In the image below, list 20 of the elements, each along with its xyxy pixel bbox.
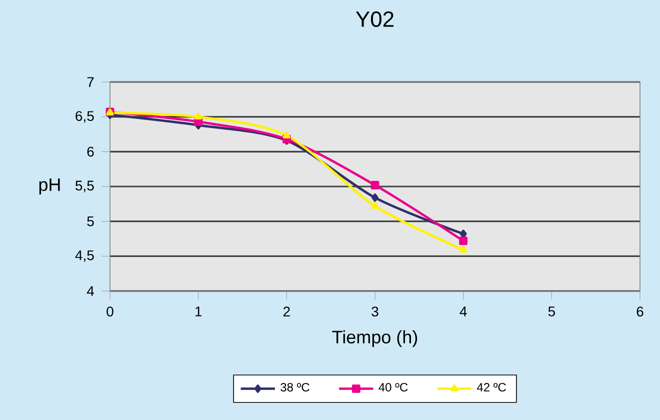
chart-title: Y02 xyxy=(356,11,394,27)
x-tick-label: 2 xyxy=(283,306,290,316)
y-tick-label: 5 xyxy=(87,216,94,226)
legend-label: 42 ºC xyxy=(476,382,506,392)
y-tick-label: 4,5 xyxy=(75,250,94,262)
y-axis-title: pH xyxy=(39,178,60,195)
x-tick-label: 1 xyxy=(196,306,202,316)
y-tick-label: 6,5 xyxy=(76,111,94,123)
x-tick-label: 5 xyxy=(548,306,555,316)
y-tick-label: 6 xyxy=(87,146,94,157)
x-tick-label: 3 xyxy=(372,306,378,317)
y-tick-label: 5,5 xyxy=(76,180,94,192)
y-tick-label: 7 xyxy=(87,77,94,87)
x-tick-label: 0 xyxy=(106,306,114,317)
legend-label: 38 ºC xyxy=(280,382,310,392)
x-axis-title: Tiempo (h) xyxy=(332,330,418,348)
y-tick-label: 4 xyxy=(86,286,94,296)
legend-label: 40 ºC xyxy=(378,382,408,392)
x-tick-label: 6 xyxy=(636,306,644,317)
x-tick-label: 4 xyxy=(460,306,467,316)
